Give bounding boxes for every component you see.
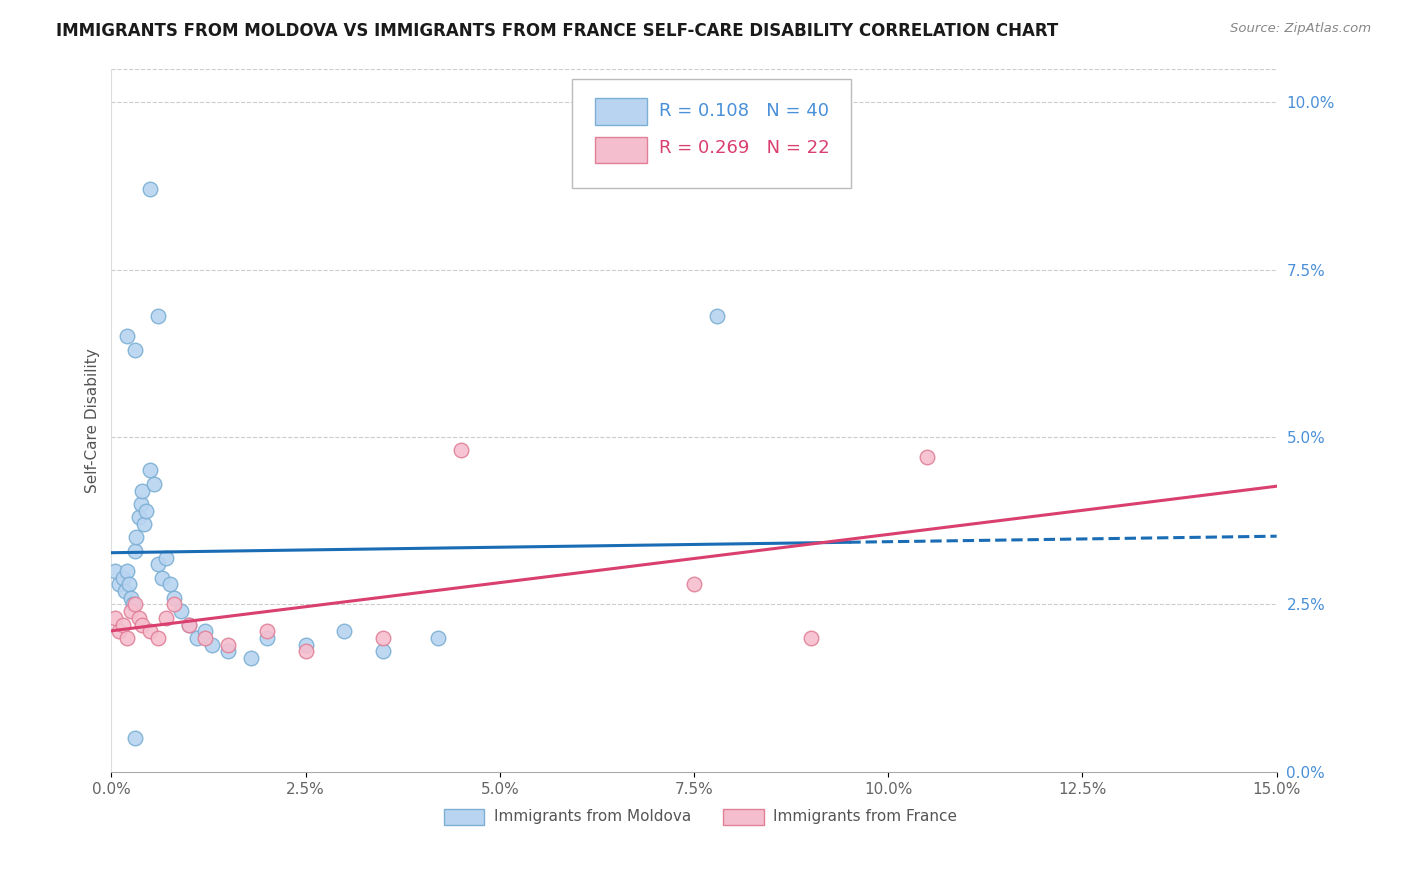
Point (915, 450, 938, 464)
Point (139, 182, 162, 196)
Point (120, 591, 142, 605)
Point (104, 611, 127, 625)
Point (132, 517, 155, 532)
Point (108, 624, 131, 639)
Point (201, 638, 224, 652)
Point (112, 617, 135, 632)
Point (146, 558, 169, 572)
Point (108, 577, 131, 591)
Point (155, 550, 177, 565)
Point (128, 510, 150, 524)
Point (120, 604, 142, 618)
FancyBboxPatch shape (595, 136, 647, 163)
Point (115, 631, 138, 645)
Point (139, 463, 162, 477)
Text: Immigrants from Moldova: Immigrants from Moldova (494, 809, 690, 824)
Point (373, 644, 395, 658)
Point (217, 638, 239, 652)
Point (104, 564, 127, 578)
Point (150, 571, 173, 585)
Point (162, 598, 184, 612)
Text: R = 0.269   N = 22: R = 0.269 N = 22 (659, 139, 830, 157)
Point (131, 483, 153, 498)
Text: Immigrants from France: Immigrants from France (773, 809, 957, 824)
Point (125, 531, 148, 545)
Point (139, 624, 162, 639)
Point (240, 651, 263, 665)
Point (124, 731, 146, 746)
Point (170, 604, 193, 618)
Point (217, 644, 239, 658)
Point (124, 544, 146, 558)
Point (155, 611, 177, 625)
Point (706, 310, 728, 324)
Point (333, 624, 356, 639)
Point (115, 564, 138, 578)
Point (194, 631, 217, 645)
Text: R = 0.108   N = 40: R = 0.108 N = 40 (659, 102, 830, 120)
Point (162, 591, 184, 605)
Point (124, 598, 146, 612)
Point (294, 638, 316, 652)
FancyBboxPatch shape (595, 98, 647, 125)
Point (135, 504, 157, 518)
Bar (443, 809, 484, 825)
Point (124, 343, 146, 357)
Point (450, 443, 472, 458)
Point (683, 577, 706, 591)
Text: IMMIGRANTS FROM MOLDOVA VS IMMIGRANTS FROM FRANCE SELF-CARE DISABILITY CORRELATI: IMMIGRANTS FROM MOLDOVA VS IMMIGRANTS FR… (56, 22, 1059, 40)
Text: Source: ZipAtlas.com: Source: ZipAtlas.com (1230, 22, 1371, 36)
Point (186, 631, 208, 645)
Point (800, 631, 823, 645)
Point (112, 571, 135, 585)
Point (294, 644, 316, 658)
Point (177, 617, 200, 632)
Point (146, 310, 169, 324)
Point (373, 631, 395, 645)
Point (117, 577, 139, 591)
Point (122, 598, 145, 612)
Point (129, 497, 152, 511)
Point (114, 584, 136, 599)
Point (256, 624, 278, 639)
Point (128, 611, 150, 625)
Point (115, 329, 138, 343)
Point (143, 476, 166, 491)
Point (194, 624, 217, 639)
Point (131, 617, 153, 632)
Point (177, 617, 200, 632)
Y-axis label: Self-Care Disability: Self-Care Disability (86, 348, 100, 492)
Point (426, 631, 449, 645)
Point (146, 631, 169, 645)
Point (256, 631, 278, 645)
Point (159, 577, 181, 591)
FancyBboxPatch shape (572, 79, 852, 188)
Bar (723, 809, 763, 825)
